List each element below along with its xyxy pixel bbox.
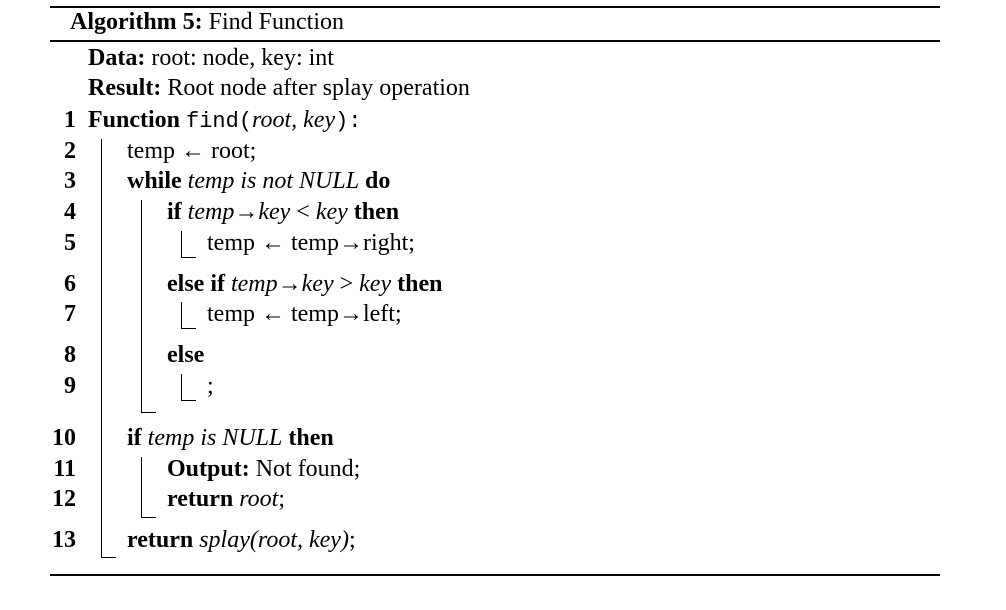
line-number: 6 xyxy=(64,271,76,297)
line-number: 1 xyxy=(64,107,76,133)
algorithm-caption: Algorithm 5: Find Function xyxy=(70,7,344,37)
condition-right: key xyxy=(359,271,392,297)
code-line-7: temp ← temp→left; xyxy=(207,301,402,327)
result-label: Result: xyxy=(88,75,162,101)
code-line-1: Function find(root, key): xyxy=(88,105,362,137)
condition-left: temp→key xyxy=(230,271,334,297)
line-number: 4 xyxy=(64,199,76,225)
line-number: 3 xyxy=(64,168,76,194)
while-condition: temp is not NULL xyxy=(187,168,360,194)
function-block-guide xyxy=(101,139,116,558)
caption-rule xyxy=(50,40,940,42)
keyword-output: Output: xyxy=(167,456,250,482)
keyword-do: do xyxy=(365,168,391,194)
code-line-3: while temp is not NULL do xyxy=(127,166,390,196)
code-line-12: return root; xyxy=(167,484,285,514)
condition-operator: > xyxy=(339,271,354,297)
null-check-block-guide xyxy=(141,457,156,518)
code-line-10: if temp is NULL then xyxy=(127,423,334,453)
line-number: 5 xyxy=(64,230,76,256)
semicolon: ; xyxy=(348,527,356,553)
code-line-5: temp ← temp→right; xyxy=(207,230,415,256)
keyword-then: then xyxy=(353,199,400,225)
line-number: 11 xyxy=(53,456,76,482)
else-branch-guide xyxy=(181,374,196,401)
condition-right: key xyxy=(315,199,348,225)
line-number: 12 xyxy=(52,486,76,512)
code-line-6: else if temp→key > key then xyxy=(167,269,442,299)
if-branch-guide xyxy=(181,231,196,258)
keyword-then: then xyxy=(397,271,443,297)
if-condition: temp is NULL xyxy=(147,425,283,451)
keyword-if: if xyxy=(127,425,142,451)
line-number: 13 xyxy=(52,527,76,553)
code-line-9: ; xyxy=(207,373,214,399)
return-value: root xyxy=(239,486,279,512)
keyword-if: if xyxy=(167,199,182,225)
top-rule xyxy=(50,6,940,8)
line-number: 9 xyxy=(64,373,76,399)
algorithm-title: Find Function xyxy=(208,9,345,35)
output-text: Not found; xyxy=(255,456,361,482)
bottom-rule xyxy=(50,574,940,576)
semicolon: ; xyxy=(278,486,286,512)
line-number: 7 xyxy=(64,301,76,327)
code-line-2: temp ← root; xyxy=(127,138,257,164)
return-value: splay(root, key) xyxy=(199,527,349,553)
function-name: find xyxy=(186,109,239,134)
condition-operator: < xyxy=(296,199,310,225)
while-block-guide xyxy=(141,200,156,413)
result-text: Root node after splay operation xyxy=(167,75,470,101)
code-line-4: if temp→key < key then xyxy=(167,197,399,227)
condition-left: temp→key xyxy=(187,199,291,225)
line-number: 10 xyxy=(52,425,76,451)
data-line: Data: root: node, key: int xyxy=(88,43,334,73)
line-number: 2 xyxy=(64,138,76,164)
keyword-else-if: else if xyxy=(167,271,225,297)
else-if-branch-guide xyxy=(181,302,196,329)
function-args: root, key xyxy=(252,107,336,133)
keyword-then: then xyxy=(288,425,334,451)
keyword-function: Function xyxy=(88,107,181,133)
keyword-while: while xyxy=(127,168,182,194)
result-line: Result: Root node after splay operation xyxy=(88,73,470,103)
paren-close: ): xyxy=(335,109,362,134)
algorithm-label: Algorithm 5: xyxy=(70,9,203,35)
code-line-8: else xyxy=(167,342,205,368)
code-line-11: Output: Not found; xyxy=(167,454,360,484)
line-number: 8 xyxy=(64,342,76,368)
data-text: root: node, key: int xyxy=(151,45,334,71)
paren-open: ( xyxy=(238,109,253,134)
keyword-return: return xyxy=(127,527,194,553)
code-line-13: return splay(root, key); xyxy=(127,525,356,555)
keyword-return: return xyxy=(167,486,234,512)
data-label: Data: xyxy=(88,45,146,71)
